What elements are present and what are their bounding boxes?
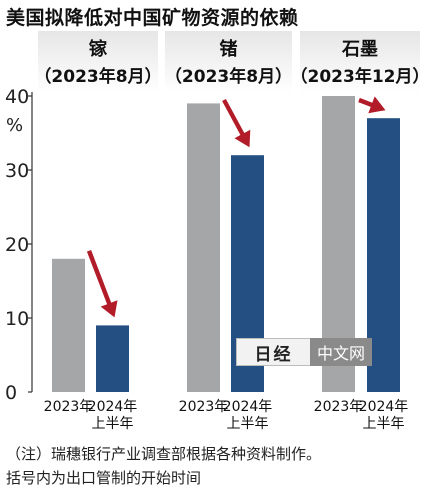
- x-category-label: 2024年: [223, 399, 273, 415]
- group-name: 石墨: [341, 39, 378, 60]
- y-tick-label: 30: [5, 160, 29, 182]
- decline-arrow: [86, 250, 118, 318]
- chart-title: 美国拟降低对中国矿物资源的依赖: [6, 7, 299, 29]
- y-unit-label: %: [6, 115, 23, 136]
- source-note: （注）瑞穗银行产业调查部根据各种资料制作。: [6, 445, 322, 463]
- group-name: 锗: [220, 38, 238, 60]
- y-tick-label: 20: [5, 234, 29, 256]
- bar-2024-h1: [96, 325, 129, 392]
- group-panel: [38, 31, 158, 93]
- bar-2023: [187, 103, 220, 393]
- y-tick-label: 10: [5, 308, 29, 330]
- decline-arrow: [358, 96, 386, 114]
- watermark: 日经 中文网: [236, 338, 416, 366]
- x-category-label: 2024年: [88, 399, 138, 415]
- decline-arrow: [222, 99, 251, 148]
- group-note: （2023年8月）: [34, 66, 161, 87]
- x-category-label: 2023年: [44, 399, 94, 415]
- source-note-2: 括号内为出口管制的开始时间: [6, 469, 202, 487]
- y-tick-label: 40: [5, 86, 29, 108]
- x-category-label: 2023年: [314, 399, 364, 415]
- bar-2023: [52, 258, 85, 392]
- group-note: （2023年8月）: [165, 66, 292, 87]
- watermark-text: 中文网: [310, 338, 372, 366]
- group-panel: [165, 31, 292, 93]
- x-category-label: 上半年: [363, 416, 405, 432]
- bar-2024-h1: [367, 118, 400, 392]
- group-panel: [300, 31, 420, 93]
- x-category-label: 2023年: [179, 399, 229, 415]
- x-category-label: 上半年: [227, 416, 269, 432]
- y-tick-label: 0: [5, 382, 17, 404]
- group-name: 镓: [89, 38, 108, 60]
- x-category-label: 2024年: [359, 399, 409, 415]
- watermark-logo: 日经: [236, 338, 310, 366]
- bar-chart: 010203040%镓（2023年8月）2023年2024年上半年锗（2023年…: [5, 31, 425, 432]
- group-note: （2023年12月）: [291, 66, 425, 87]
- x-category-label: 上半年: [92, 416, 134, 432]
